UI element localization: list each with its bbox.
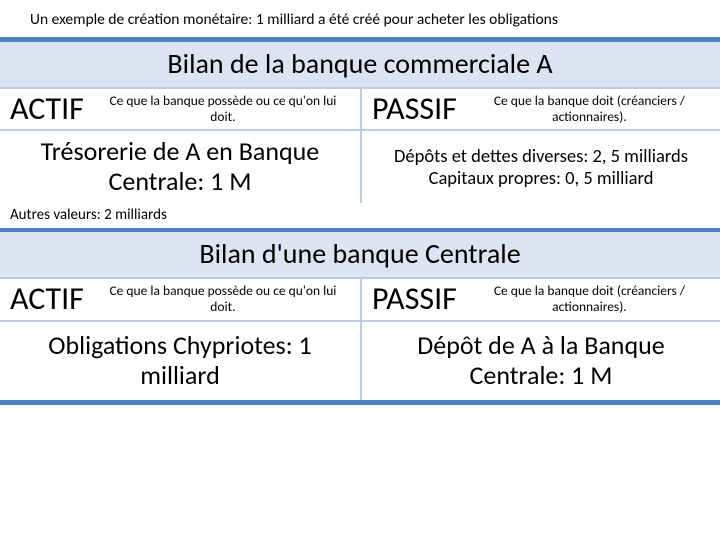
bank-a-section: Bilan de la banque commerciale A ACTIF C… bbox=[0, 37, 720, 228]
central-actif-header: ACTIF Ce que la banque possède ou ce qu'… bbox=[0, 279, 360, 319]
central-headers: ACTIF Ce que la banque possède ou ce qu'… bbox=[0, 279, 720, 321]
actif-label: ACTIF bbox=[10, 93, 96, 125]
actif-desc: Ce que la banque possède ou ce qu'on lui… bbox=[96, 283, 350, 315]
bank-a-passif-header: PASSIF Ce que la banque doit (créanciers… bbox=[360, 89, 720, 129]
central-title: Bilan d'une banque Centrale bbox=[0, 232, 720, 279]
passif-line1: Dépôts et dettes diverses: 2, 5 milliard… bbox=[372, 145, 710, 167]
central-bank-section: Bilan d'une banque Centrale ACTIF Ce que… bbox=[0, 232, 720, 404]
bank-a-headers: ACTIF Ce que la banque possède ou ce qu'… bbox=[0, 89, 720, 131]
central-passif-cell: Dépôt de A à la Banque Centrale: 1 M bbox=[360, 322, 720, 400]
actif-desc: Ce que la banque possède ou ce qu'on lui… bbox=[96, 93, 350, 125]
central-content: Obligations Chypriotes: 1 milliard Dépôt… bbox=[0, 322, 720, 400]
bottom-band bbox=[0, 400, 720, 405]
bank-a-passif-cell: Dépôts et dettes diverses: 2, 5 milliard… bbox=[360, 131, 720, 203]
passif-desc: Ce que la banque doit (créanciers / acti… bbox=[469, 93, 710, 125]
bank-a-footnote: Autres valeurs: 2 milliards bbox=[0, 203, 720, 228]
passif-line2: Capitaux propres: 0, 5 milliard bbox=[372, 167, 710, 189]
bank-a-content: Trésorerie de A en Banque Centrale: 1 M … bbox=[0, 131, 720, 203]
actif-label: ACTIF bbox=[10, 283, 96, 315]
page-title: Un exemple de création monétaire: 1 mill… bbox=[0, 0, 720, 37]
passif-desc: Ce que la banque doit (créanciers / acti… bbox=[469, 283, 710, 315]
bank-a-actif-header: ACTIF Ce que la banque possède ou ce qu'… bbox=[0, 89, 360, 129]
bank-a-actif-cell: Trésorerie de A en Banque Centrale: 1 M bbox=[0, 131, 360, 203]
passif-label: PASSIF bbox=[372, 283, 469, 315]
central-passif-header: PASSIF Ce que la banque doit (créanciers… bbox=[360, 279, 720, 319]
central-actif-cell: Obligations Chypriotes: 1 milliard bbox=[0, 322, 360, 400]
passif-label: PASSIF bbox=[372, 93, 469, 125]
bank-a-title: Bilan de la banque commerciale A bbox=[0, 42, 720, 89]
